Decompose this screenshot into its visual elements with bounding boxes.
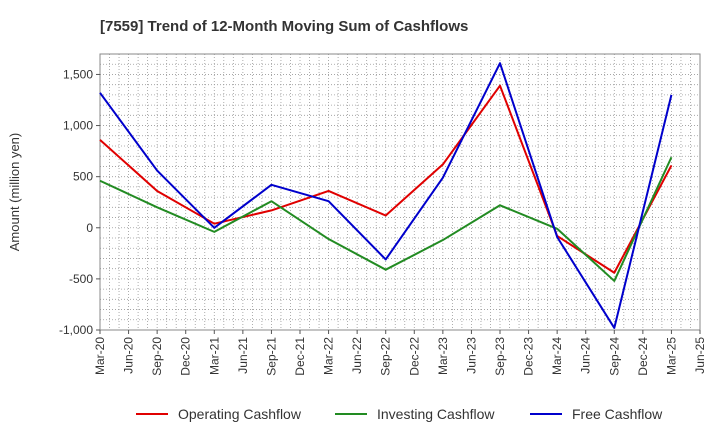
x-tick-label: Mar-23 bbox=[436, 337, 450, 375]
x-tick-label: Dec-21 bbox=[293, 337, 307, 376]
x-tick-label: Mar-24 bbox=[550, 337, 564, 375]
x-tick-label: Sep-23 bbox=[493, 337, 507, 376]
y-tick-label: 1,500 bbox=[63, 67, 93, 81]
y-tick-label: -1,000 bbox=[59, 323, 93, 337]
chart-title: [7559] Trend of 12-Month Moving Sum of C… bbox=[100, 18, 468, 35]
x-tick-label: Sep-21 bbox=[264, 337, 278, 376]
legend-label: Operating Cashflow bbox=[178, 406, 302, 422]
grid bbox=[100, 54, 700, 330]
x-tick-label: Jun-22 bbox=[350, 337, 364, 374]
x-tick-label: Sep-20 bbox=[150, 337, 164, 376]
x-tick-label: Dec-23 bbox=[522, 337, 536, 376]
x-tick-label: Dec-24 bbox=[636, 337, 650, 376]
legend-label: Investing Cashflow bbox=[377, 406, 495, 422]
x-tick-label: Jun-20 bbox=[122, 337, 136, 374]
x-tick-label: Jun-25 bbox=[693, 337, 707, 374]
x-tick-label: Jun-23 bbox=[464, 337, 478, 374]
x-tick-label: Dec-20 bbox=[179, 337, 193, 376]
y-axis-label: Amount (million yen) bbox=[7, 133, 22, 252]
legend: Operating Cashflow Investing Cashflow Free… bbox=[136, 406, 663, 422]
x-tick-label: Mar-22 bbox=[322, 337, 336, 375]
series-line bbox=[99, 84, 673, 274]
series-line bbox=[99, 156, 673, 282]
x-tick-label: Sep-22 bbox=[379, 337, 393, 376]
x-tick-label: Jun-21 bbox=[236, 337, 250, 374]
y-tick-label: -500 bbox=[69, 272, 93, 286]
plot-area bbox=[99, 53, 701, 331]
y-axis: -1,000 -500 0 500 1,000 1,500 bbox=[59, 67, 100, 337]
x-tick-label: Mar-20 bbox=[93, 337, 107, 375]
y-tick-label: 1,000 bbox=[63, 119, 93, 133]
x-tick-label: Sep-24 bbox=[607, 337, 621, 376]
y-tick-label: 500 bbox=[73, 170, 93, 184]
x-tick-label: Mar-25 bbox=[664, 337, 678, 375]
y-tick-label: 0 bbox=[86, 221, 93, 235]
series-line bbox=[99, 62, 673, 329]
x-axis: Mar-20 Jun-20 Sep-20 Dec-20 Mar-21 Jun-21 Sep-… bbox=[93, 330, 707, 376]
x-tick-label: Jun-24 bbox=[579, 337, 593, 374]
x-tick-label: Dec-22 bbox=[407, 337, 421, 376]
series-lines bbox=[99, 62, 673, 329]
legend-label: Free Cashflow bbox=[572, 406, 663, 422]
x-tick-label: Mar-21 bbox=[207, 337, 221, 375]
